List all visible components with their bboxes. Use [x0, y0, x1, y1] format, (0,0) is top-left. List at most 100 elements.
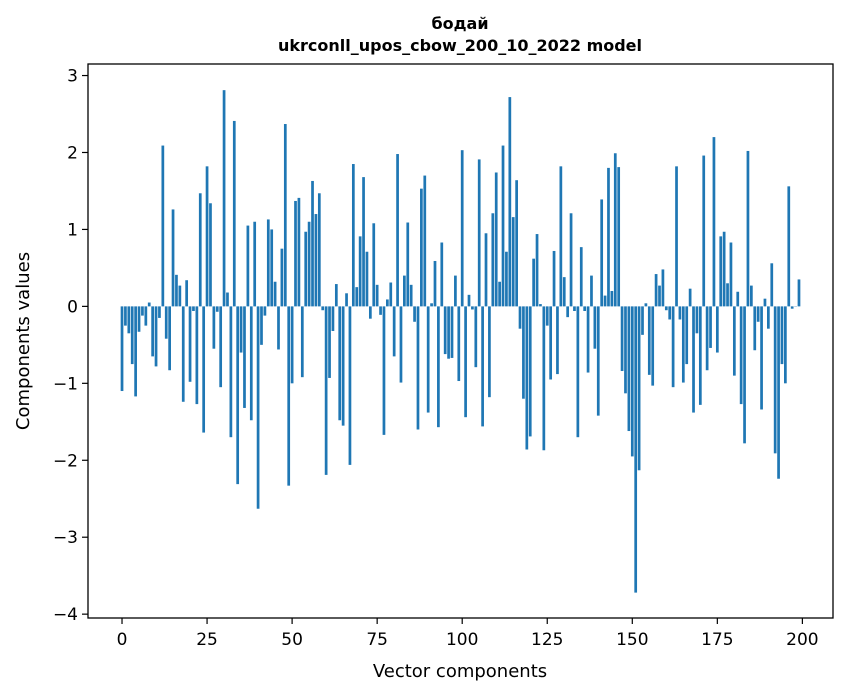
bar-35	[239, 306, 243, 353]
bar-12	[161, 145, 165, 307]
bar-40	[256, 306, 260, 509]
y-tick-label: 3	[67, 67, 78, 87]
bar-129	[559, 166, 563, 307]
y-axis: −4 −3 −2 −1 0 1 2 3	[53, 67, 88, 625]
bar-141	[600, 199, 604, 307]
bar-49	[287, 306, 291, 486]
bar-108	[488, 306, 491, 398]
bar-110	[494, 172, 498, 307]
bar-31	[226, 292, 229, 307]
bar-52	[297, 197, 301, 307]
bar-119	[525, 306, 529, 450]
bar-182	[739, 306, 743, 405]
bar-79	[389, 282, 393, 307]
bar-187	[756, 306, 760, 322]
bar-135	[579, 247, 583, 307]
bar-19	[185, 280, 189, 307]
bar-54	[304, 231, 308, 307]
bar-95	[443, 306, 447, 355]
bar-105	[477, 159, 481, 307]
bar-174	[712, 137, 716, 307]
bar-150	[630, 306, 634, 457]
bar-24	[202, 306, 206, 433]
bar-41	[260, 306, 263, 345]
x-tick-label: 25	[196, 630, 218, 650]
bar-28	[215, 306, 219, 312]
bar-38	[249, 306, 253, 421]
bar-57	[314, 214, 318, 307]
bar-13	[164, 306, 168, 339]
y-tick-label: 2	[67, 143, 78, 163]
bar-42	[263, 306, 267, 316]
bar-104	[474, 306, 478, 368]
bar-83	[403, 275, 406, 307]
bar-160	[664, 306, 668, 311]
bar-158	[658, 285, 661, 307]
y-tick-label: −2	[53, 451, 78, 471]
bar-114	[508, 97, 512, 307]
bar-74	[372, 223, 376, 307]
bar-14	[168, 306, 171, 371]
bar-127	[552, 250, 556, 307]
bar-51	[294, 200, 297, 307]
bar-164	[678, 306, 682, 320]
bar-171	[702, 155, 706, 307]
y-tick-label: −4	[53, 605, 78, 625]
bar-155	[647, 306, 651, 375]
bar-46	[277, 306, 280, 350]
bar-125	[545, 306, 549, 326]
bar-82	[399, 306, 403, 383]
bar-162	[671, 306, 675, 388]
bar-142	[603, 295, 607, 307]
bar-184	[746, 150, 750, 307]
bar-179	[729, 242, 733, 307]
bar-145	[613, 153, 617, 307]
bar-8	[147, 302, 151, 307]
bar-96	[447, 306, 450, 359]
bar-59	[321, 306, 325, 311]
x-tick-label: 50	[281, 630, 303, 650]
bar-180	[732, 306, 736, 376]
bar-130	[562, 277, 566, 307]
bar-48	[283, 124, 287, 307]
bar-194	[780, 306, 784, 365]
bar-153	[641, 306, 644, 335]
bar-26	[209, 203, 212, 307]
bar-1	[124, 306, 127, 326]
x-axis: 0 25 50 75 100 125 150 175 200	[117, 618, 819, 650]
bar-134	[576, 306, 580, 438]
bar-2	[127, 306, 131, 334]
bar-126	[549, 306, 553, 380]
bar-151	[634, 306, 638, 593]
bar-64	[338, 306, 342, 421]
bar-166	[685, 306, 689, 365]
bar-163	[675, 166, 678, 307]
bar-157	[654, 274, 658, 307]
bar-32	[229, 306, 233, 438]
bar-185	[750, 285, 753, 307]
bar-91	[430, 303, 433, 307]
x-tick-label: 175	[701, 630, 733, 650]
bar-106	[481, 306, 484, 427]
bar-165	[681, 306, 685, 383]
bar-90	[426, 306, 430, 413]
bar-71	[362, 177, 365, 307]
bar-138	[590, 275, 593, 307]
bar-9	[151, 306, 154, 357]
bar-45	[273, 281, 277, 307]
bar-72	[365, 251, 369, 307]
bar-62	[331, 306, 335, 331]
bar-181	[736, 291, 740, 307]
bar-98	[454, 275, 457, 307]
bar-44	[270, 229, 274, 307]
plot-frame	[87, 63, 834, 619]
bar-195	[784, 306, 787, 384]
bar-103	[471, 306, 474, 310]
bar-124	[542, 306, 546, 451]
bar-175	[715, 306, 719, 353]
bar-112	[501, 145, 505, 307]
bar-136	[583, 306, 587, 311]
bar-17	[178, 285, 182, 307]
bar-89	[423, 175, 427, 307]
bar-88	[420, 188, 423, 307]
